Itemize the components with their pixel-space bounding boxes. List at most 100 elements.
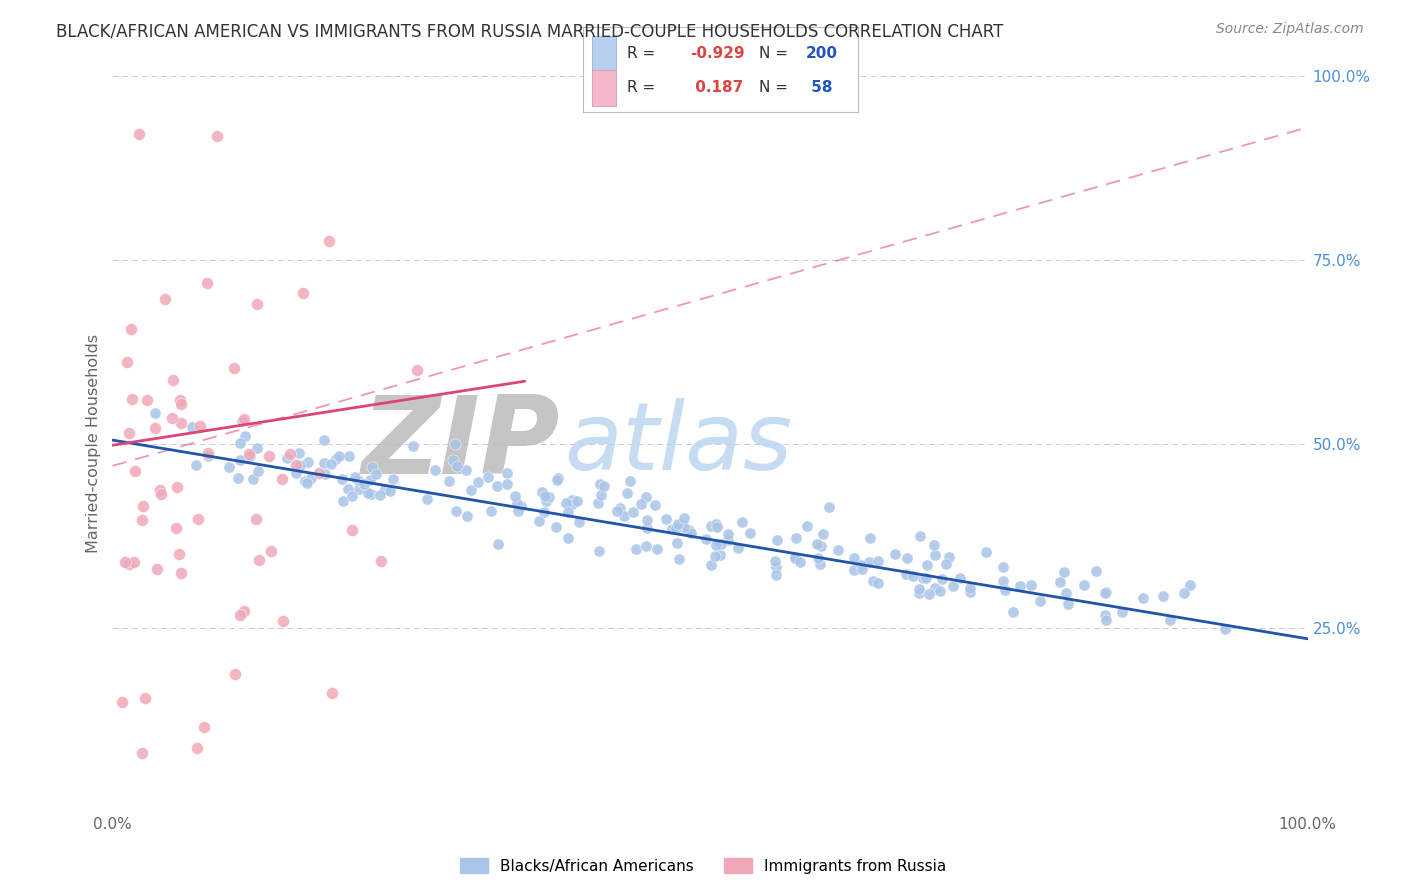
Legend: Blacks/African Americans, Immigrants from Russia: Blacks/African Americans, Immigrants fro… (454, 852, 952, 880)
Point (193, 720, 215, 734)
Bar (592, 36, 616, 71)
Point (496, 467, 519, 481)
Point (859, 532, 882, 546)
Point (1073, 577, 1095, 591)
Point (169, 392, 191, 407)
Point (665, 521, 688, 535)
Point (321, 457, 343, 471)
Point (636, 521, 658, 535)
Point (226, 471, 249, 485)
Point (534, 490, 557, 504)
Point (170, 396, 193, 410)
Point (589, 477, 612, 491)
Point (561, 492, 583, 507)
Point (531, 485, 554, 500)
Text: -0.929: -0.929 (690, 46, 745, 62)
Point (842, 563, 865, 577)
Point (783, 549, 806, 564)
Point (276, 450, 298, 465)
Point (308, 467, 330, 481)
Point (288, 458, 311, 473)
Point (231, 414, 253, 428)
Text: R =: R = (627, 80, 655, 95)
Point (346, 473, 368, 487)
Point (454, 462, 477, 476)
Point (557, 505, 579, 519)
Point (588, 543, 610, 558)
Point (704, 517, 727, 532)
Point (153, 292, 176, 306)
Point (359, 473, 381, 487)
Point (285, 458, 308, 472)
Point (360, 486, 382, 500)
Point (672, 510, 695, 524)
Point (247, 464, 270, 478)
Point (271, 614, 294, 628)
Point (120, 322, 142, 336)
Point (901, 569, 924, 583)
Point (330, 472, 353, 486)
Point (340, 523, 363, 537)
Point (704, 538, 727, 552)
Point (134, 690, 156, 705)
Text: N =: N = (759, 46, 787, 62)
Point (229, 435, 252, 450)
Point (994, 583, 1017, 598)
Point (437, 474, 460, 488)
Point (1010, 579, 1032, 593)
Point (1094, 608, 1116, 623)
Point (197, 449, 219, 463)
Point (485, 479, 508, 493)
Point (942, 579, 965, 593)
Y-axis label: Married-couple Households: Married-couple Households (86, 334, 101, 553)
Point (866, 575, 889, 590)
Point (124, 464, 146, 478)
Point (195, 276, 218, 290)
Point (1159, 613, 1181, 627)
Point (959, 582, 981, 596)
Text: BLACK/AFRICAN AMERICAN VS IMMIGRANTS FROM RUSSIA MARRIED-COUPLE HOUSEHOLDS CORRE: BLACK/AFRICAN AMERICAN VS IMMIGRANTS FRO… (56, 22, 1004, 40)
Point (150, 487, 173, 501)
Point (224, 666, 246, 681)
Text: Source: ZipAtlas.com: Source: ZipAtlas.com (1216, 22, 1364, 37)
Point (567, 494, 589, 508)
Point (297, 455, 319, 469)
Point (568, 515, 591, 529)
Point (238, 447, 260, 461)
Point (789, 555, 811, 569)
Point (233, 429, 256, 443)
Point (661, 522, 683, 536)
Point (796, 518, 818, 533)
Point (143, 406, 166, 420)
Point (623, 505, 645, 519)
Point (527, 515, 550, 529)
Point (858, 555, 880, 569)
Point (1085, 564, 1108, 578)
Point (165, 521, 187, 535)
Text: 200: 200 (806, 46, 838, 62)
Point (534, 493, 557, 508)
Point (827, 543, 849, 558)
Point (314, 456, 336, 470)
Point (695, 532, 717, 546)
Point (613, 509, 636, 524)
Point (586, 496, 609, 510)
Point (353, 477, 375, 491)
Point (924, 538, 946, 552)
Point (818, 500, 841, 514)
Point (441, 453, 464, 467)
Point (381, 472, 404, 486)
Point (959, 584, 981, 599)
Point (232, 411, 254, 425)
Point (347, 482, 370, 496)
Point (993, 574, 1015, 589)
Point (291, 285, 314, 300)
Point (444, 504, 467, 518)
Point (249, 553, 271, 567)
Point (190, 418, 212, 433)
Point (271, 472, 294, 486)
Point (810, 539, 832, 553)
Point (811, 527, 834, 541)
Point (915, 571, 938, 585)
Point (727, 541, 749, 555)
